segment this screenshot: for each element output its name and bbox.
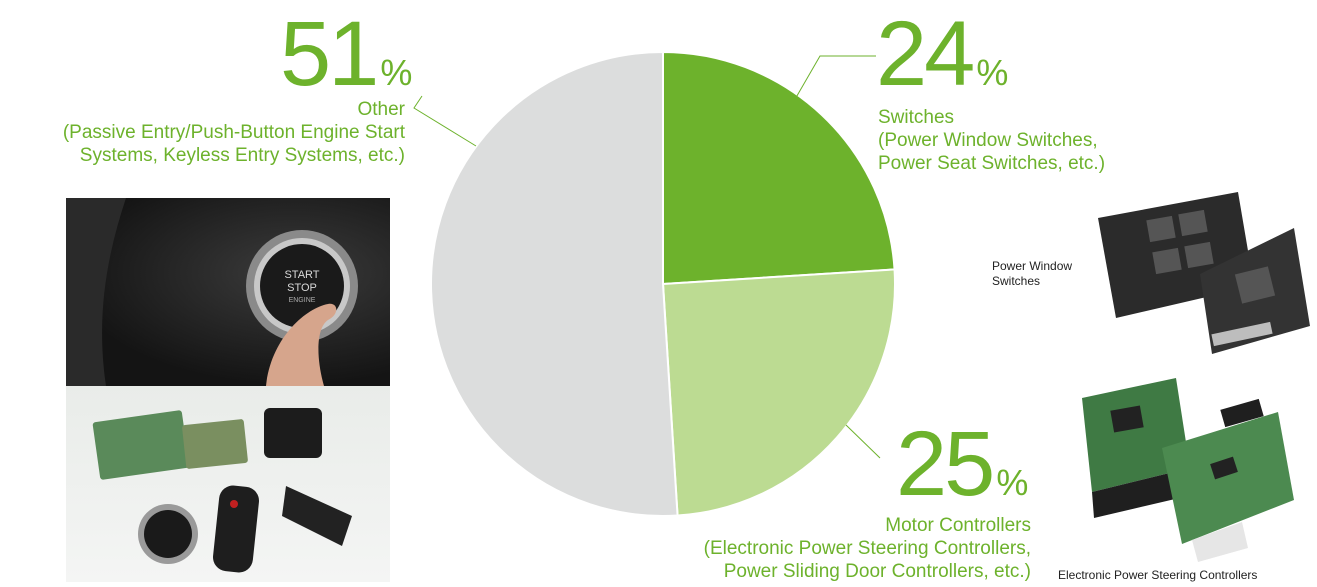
- caption-power-window-line-1: Power Window: [992, 259, 1073, 273]
- window-switch-illustration: [1098, 192, 1310, 354]
- button-text-stop: STOP: [287, 282, 317, 294]
- caption-eps-controllers: Electronic Power Steering Controllers: [1058, 568, 1258, 582]
- photo-push-button-start: START STOP ENGINE: [66, 198, 390, 386]
- label-motor-detail-1: (Electronic Power Steering Controllers,: [703, 538, 1031, 559]
- components-illustration: [92, 408, 352, 573]
- slice-label-other: Other (Passive Entry/Push-Button Engine …: [63, 98, 405, 167]
- photo-power-window-switches: [1088, 178, 1312, 356]
- leader-line-other: [413, 95, 477, 147]
- pct-unit-other: %: [380, 52, 413, 93]
- slice-pct-motor-controllers: 25%: [896, 418, 1028, 510]
- label-switches-title: Switches: [878, 107, 955, 128]
- pct-value-switches: 24: [876, 3, 975, 105]
- slice-label-motor-controllers: Motor Controllers (Electronic Power Stee…: [704, 514, 1031, 583]
- label-other-title: Other: [357, 99, 405, 120]
- eps-controller-illustration: [1082, 378, 1294, 562]
- label-motor-title: Motor Controllers: [885, 515, 1031, 536]
- label-switches-detail-2: Power Seat Switches, etc.): [878, 153, 1106, 174]
- pct-unit-switches: %: [976, 52, 1009, 93]
- leader-line-switches: [767, 55, 876, 147]
- leader-line-motor-controllers: [845, 424, 881, 459]
- button-text-start: START: [284, 269, 319, 281]
- caption-power-window: Power Window Switches: [992, 259, 1072, 289]
- caption-power-window-line-2: Switches: [992, 274, 1041, 288]
- slice-other: [429, 50, 679, 517]
- label-motor-detail-2: Power Sliding Door Controllers, etc.): [723, 561, 1031, 582]
- pct-unit-motor-controllers: %: [996, 462, 1029, 503]
- slice-motor-controllers: [661, 268, 896, 517]
- slice-switches: [662, 50, 896, 286]
- label-other-detail-1: (Passive Entry/Push-Button Engine Start: [62, 122, 405, 143]
- slice-pct-switches: 24%: [876, 8, 1008, 100]
- pct-value-other: 51: [280, 3, 379, 105]
- pct-value-motor-controllers: 25: [896, 413, 995, 515]
- label-switches-detail-1: (Power Window Switches,: [878, 130, 1098, 151]
- finger-shape: [266, 303, 337, 386]
- slice-label-switches: Switches (Power Window Switches, Power S…: [878, 106, 1105, 175]
- slice-pct-other: 51%: [280, 8, 412, 100]
- photo-eps-controllers: [1072, 368, 1300, 564]
- button-text-engine: ENGINE: [289, 297, 316, 304]
- push-button-illustration: START STOP ENGINE: [66, 198, 358, 386]
- label-other-detail-2: Systems, Keyless Entry Systems, etc.): [79, 145, 405, 166]
- photo-keyless-entry-components: [66, 386, 390, 582]
